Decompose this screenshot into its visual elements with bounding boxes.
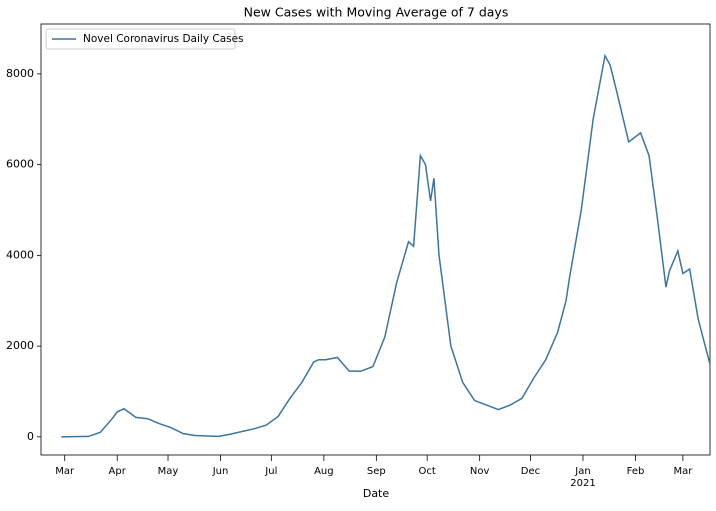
x-tick-label: May	[158, 466, 179, 477]
legend-box	[45, 28, 236, 50]
y-tick-label: 6000	[6, 158, 34, 171]
x-tick-label: Nov	[470, 466, 490, 477]
legend-label: Novel Coronavirus Daily Cases	[83, 33, 244, 45]
chart-title: New Cases with Moving Average of 7 days	[244, 5, 509, 20]
x-tick-label: Sep	[367, 466, 386, 477]
x-year-label: 2021	[570, 478, 595, 489]
y-tick-label: 2000	[6, 339, 34, 352]
series-line	[61, 53, 711, 438]
x-axis-label: Date	[363, 487, 390, 500]
x-tick-label: Dec	[521, 466, 540, 477]
y-tick-label: 4000	[6, 248, 34, 261]
x-tick-label: Jan	[574, 466, 590, 477]
x-tick-label: Feb	[627, 466, 645, 477]
x-tick-label: Mar	[673, 466, 693, 477]
x-tick-label: Jun	[212, 466, 229, 477]
x-tick-label: Mar	[55, 466, 75, 477]
x-tick-label: Oct	[419, 466, 436, 477]
x-tick-label: Apr	[109, 466, 127, 477]
plot-frame	[40, 23, 711, 456]
x-tick-label: Aug	[314, 466, 334, 477]
y-tick-label: 0	[27, 430, 34, 443]
x-tick-label: Jul	[264, 466, 277, 477]
y-tick-label: 8000	[6, 67, 34, 80]
